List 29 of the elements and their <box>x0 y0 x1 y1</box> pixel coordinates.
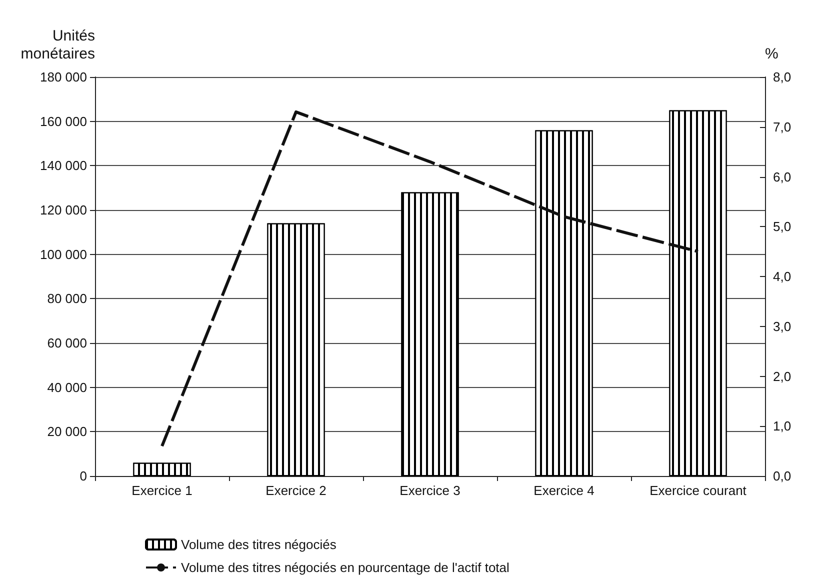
x-tick-label: Exercice 1 <box>132 483 192 498</box>
y-tick-label: 0 <box>80 468 87 484</box>
x-tick-label: Exercice 4 <box>534 483 594 498</box>
y2-tick-label: 4,0 <box>773 269 792 284</box>
y-tick-label: 160 000 <box>40 114 87 129</box>
legend-label: Volume des titres négociés <box>181 537 337 552</box>
y2-tick-label: 5,0 <box>773 219 792 234</box>
x-tick-label: Exercice 3 <box>400 483 460 498</box>
y-axis-title: Unités monétaires <box>20 28 95 62</box>
y2-tick-label: 0,0 <box>773 468 792 484</box>
y2-axis-title: % <box>765 46 778 62</box>
y-tick-label: 60 000 <box>47 336 87 350</box>
line-series <box>160 110 700 448</box>
y-tick-label: 40 000 <box>47 380 87 395</box>
y2-tick-label: 2,0 <box>773 368 792 384</box>
y-tick-label: 140 000 <box>40 158 87 174</box>
y2-tick-label: 8,0 <box>773 70 792 84</box>
y-tick-label: 20 000 <box>47 424 87 440</box>
y2-tick-label: 1,0 <box>773 418 792 434</box>
y2-tick-label: 3,0 <box>773 318 792 334</box>
y2-tick-label: 7,0 <box>773 119 792 134</box>
x-tick-label: Exercice 2 <box>266 483 326 498</box>
legend-label: Volume des titres négociés en pourcentage de l'actif total <box>181 560 510 575</box>
y-tick-label: 180 000 <box>40 70 87 84</box>
x-tick-label: Exercice courant <box>650 483 747 498</box>
y-tick-label: 120 000 <box>40 202 87 218</box>
y-tick-label: 100 000 <box>40 246 87 262</box>
y2-tick-label: 6,0 <box>773 169 792 184</box>
y-tick-label: 80 000 <box>47 291 87 306</box>
